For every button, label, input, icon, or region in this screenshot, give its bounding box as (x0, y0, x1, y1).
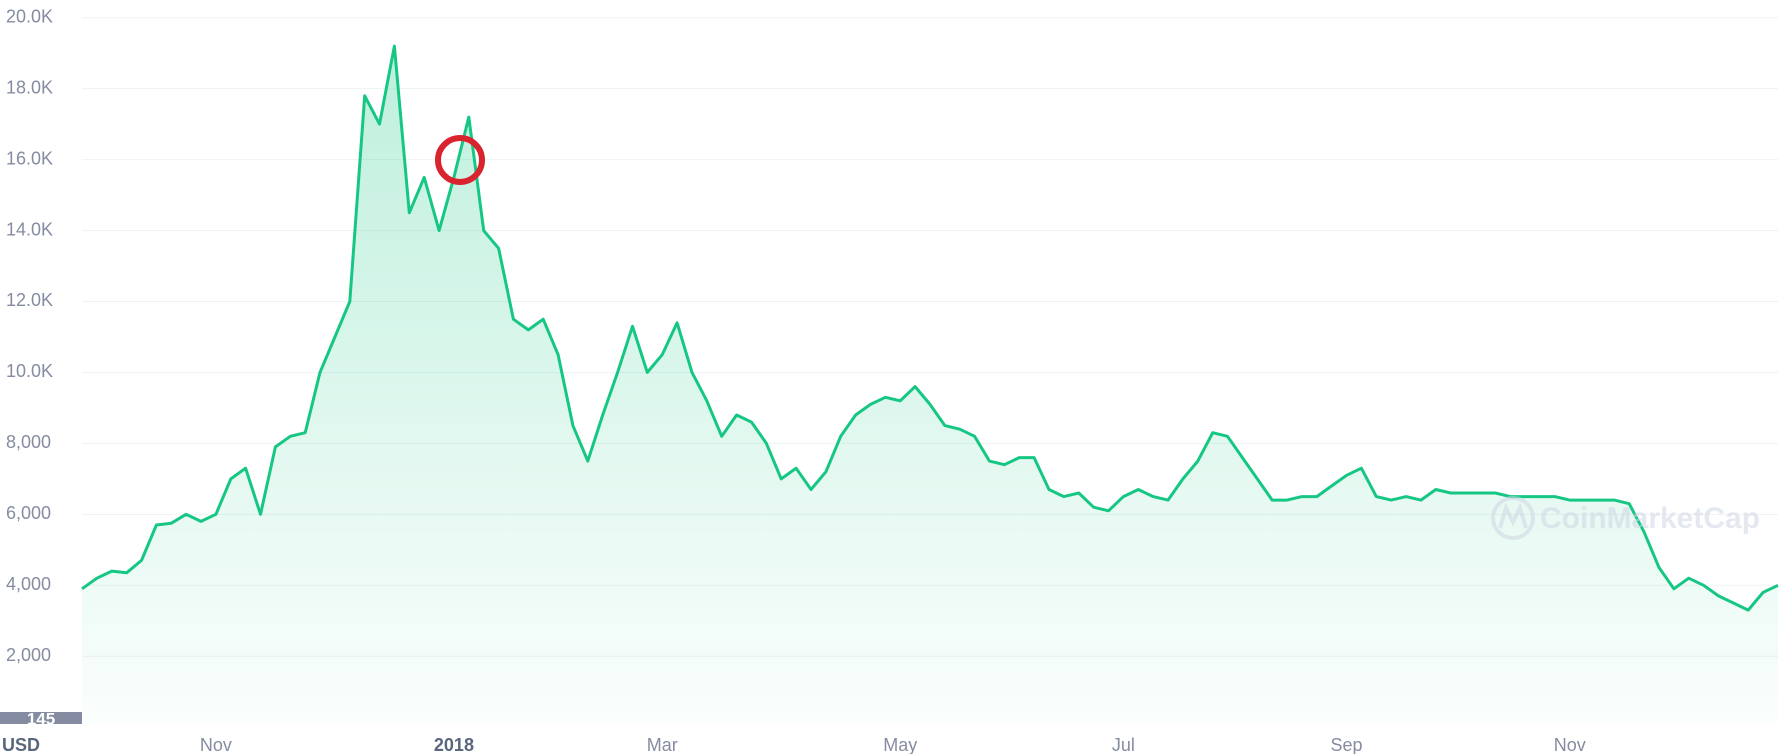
x-tick-label: 2018 (434, 735, 474, 754)
watermark-logo (1491, 496, 1535, 540)
x-tick-label: Sep (1331, 735, 1363, 754)
x-tick-label: Nov (1554, 735, 1586, 754)
y-tick-label: 6,000 (6, 503, 51, 523)
price-line (81, 44, 1779, 612)
y-tick-label: 16.0K (6, 148, 53, 168)
y-tick-label: 10.0K (6, 361, 53, 381)
x-tick-label: Nov (200, 735, 232, 754)
axis-strip (0, 724, 1791, 754)
y-tick-label: 18.0K (6, 77, 53, 97)
x-tick-label: May (883, 735, 917, 754)
area (82, 46, 1778, 723)
y-tick-label: 14.0K (6, 219, 53, 239)
y-tick-label: 4,000 (6, 574, 51, 594)
y-tick-label: 8,000 (6, 432, 51, 452)
badge: 145 (27, 709, 55, 728)
watermark-logo-mark (1498, 502, 1528, 529)
watermark: CoinMarketCap (1540, 502, 1760, 535)
x-tick-label: Jul (1112, 735, 1135, 754)
plot (81, 44, 1779, 723)
highlight-circle (435, 135, 485, 185)
x-tick-label: Mar (647, 735, 678, 754)
badge-bg (0, 712, 82, 726)
currency: USD (2, 735, 40, 754)
y-tick-label: 2,000 (6, 645, 51, 665)
watermark-group: CoinMarketCap (1491, 496, 1760, 540)
y-tick-label: 12.0K (6, 290, 53, 310)
y-tick-label: 20.0K (6, 6, 53, 26)
